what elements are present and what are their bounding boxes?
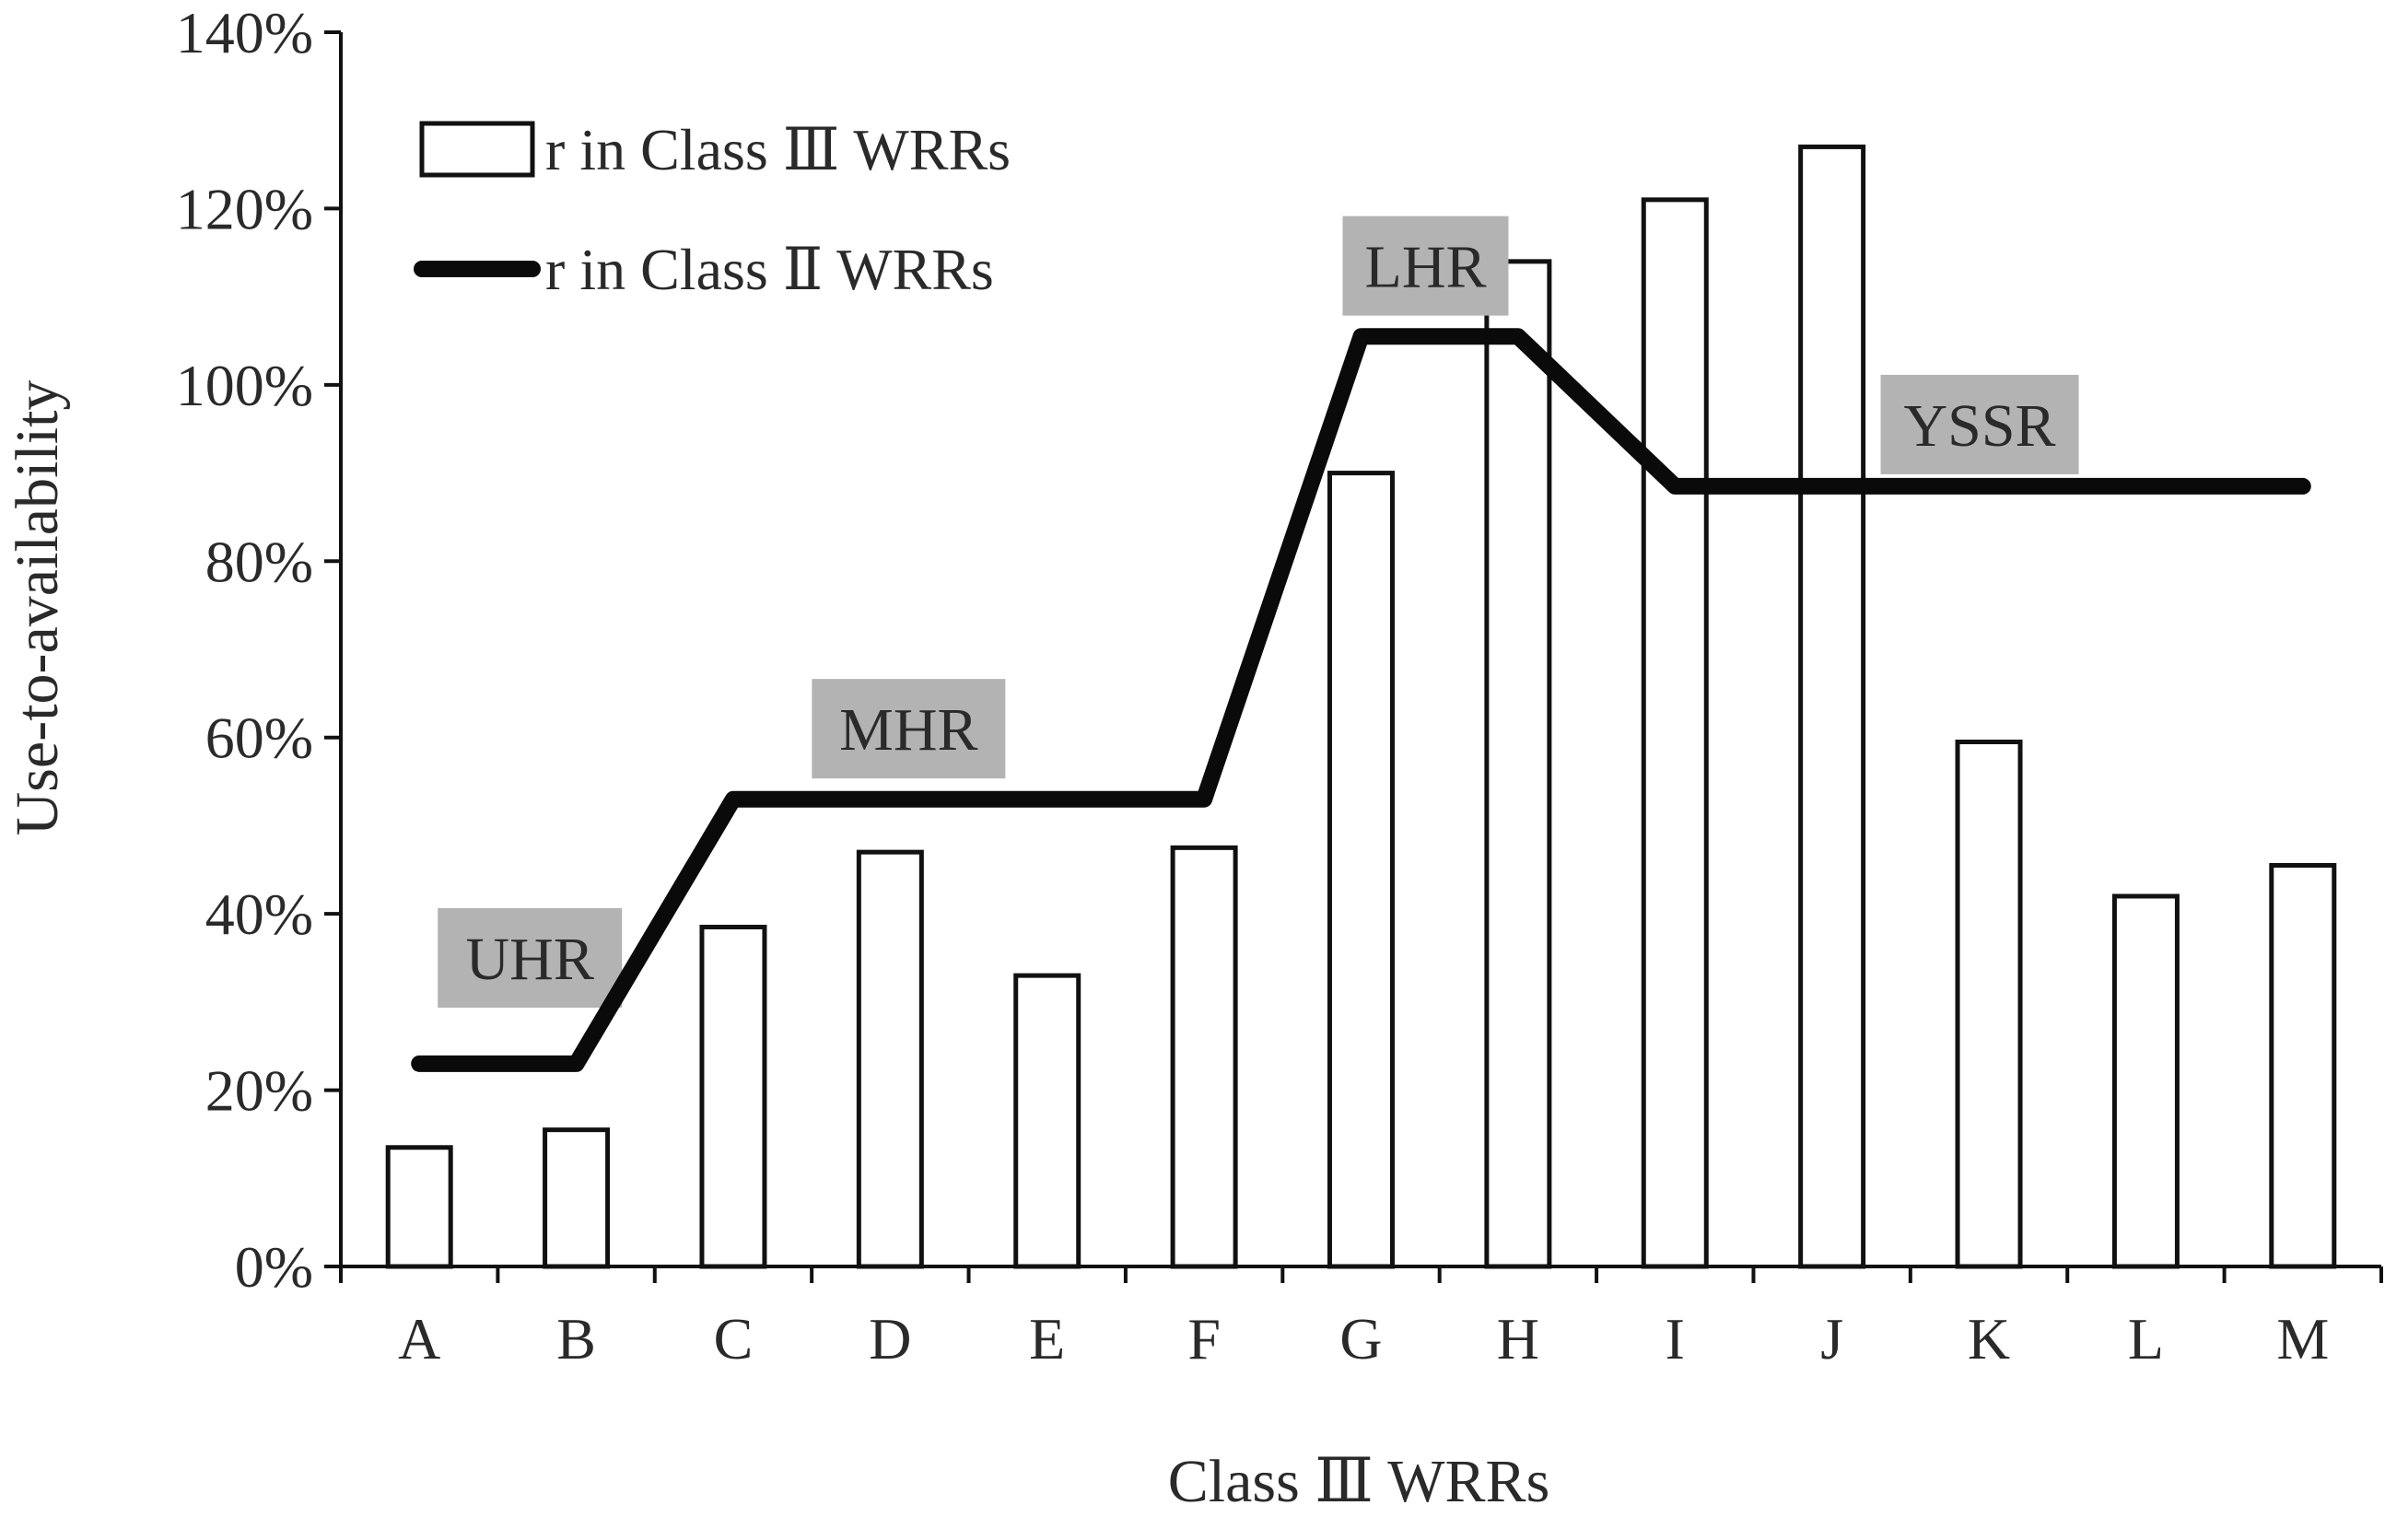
annotation-label-lhr: LHR bbox=[1365, 234, 1487, 301]
axes-layer bbox=[327, 32, 2381, 1268]
bar-H bbox=[1484, 259, 1552, 1269]
bar-E bbox=[1013, 973, 1081, 1269]
bar-J bbox=[1798, 144, 1866, 1269]
annotation-box-lhr bbox=[1342, 216, 1509, 316]
legend: r in Class Ⅲ WRRs r in Class Ⅱ WRRs bbox=[414, 117, 1011, 302]
annotation-lhr: LHR bbox=[1342, 216, 1509, 316]
y-tick-label: 140% bbox=[176, 0, 313, 65]
bar-L bbox=[2111, 893, 2180, 1269]
y-tick-label: 60% bbox=[205, 706, 313, 771]
annotation-box-uhr bbox=[438, 908, 623, 1008]
bar-I bbox=[1641, 197, 1709, 1269]
bar-D bbox=[856, 849, 924, 1269]
y-tick-label: 80% bbox=[205, 529, 313, 594]
annotation-label-mhr: MHR bbox=[839, 696, 977, 764]
x-tick-label: E bbox=[1029, 1306, 1065, 1371]
x-tick-label: K bbox=[1968, 1306, 2010, 1371]
legend-bar-swatch bbox=[419, 121, 535, 178]
y-tick-label: 100% bbox=[176, 353, 313, 418]
x-tick-label: B bbox=[556, 1306, 596, 1371]
x-tick-label: G bbox=[1339, 1306, 1382, 1371]
x-tick-label: F bbox=[1187, 1306, 1221, 1371]
x-tick-label: H bbox=[1497, 1306, 1539, 1371]
bar-C bbox=[699, 925, 767, 1269]
y-axis-title: Use-to-availability bbox=[4, 380, 71, 836]
legend-label-line: r in Class Ⅱ WRRs bbox=[545, 237, 994, 302]
series-line-class-ii bbox=[411, 328, 2311, 1072]
legend-label-bar: r in Class Ⅲ WRRs bbox=[545, 117, 1011, 182]
ticks-layer: 0% 20% 40% 60% 80% 100% 120% 140% A B C D E F G H I J K L M bbox=[176, 0, 2383, 1371]
x-tick-label: I bbox=[1666, 1306, 1685, 1371]
bar-A bbox=[385, 1145, 453, 1269]
x-tick-label: D bbox=[869, 1306, 911, 1371]
annotation-box-mhr bbox=[812, 679, 1006, 779]
x-tick-label: C bbox=[714, 1306, 754, 1371]
x-axis-title: Class Ⅲ WRRs bbox=[1168, 1448, 1550, 1512]
bar-K bbox=[1955, 740, 2023, 1269]
x-tick-label: M bbox=[2276, 1306, 2329, 1371]
annotation-label-uhr: UHR bbox=[466, 926, 594, 993]
y-tick-label: 20% bbox=[205, 1058, 313, 1124]
annotation-yssr: YSSR bbox=[1880, 374, 2079, 474]
x-tick-label: J bbox=[1820, 1306, 1843, 1371]
bar-B bbox=[543, 1127, 611, 1269]
x-tick-label: A bbox=[398, 1306, 440, 1371]
bar-F bbox=[1170, 845, 1238, 1269]
annotation-mhr: MHR bbox=[812, 679, 1006, 779]
annotation-label-yssr: YSSR bbox=[1903, 392, 2055, 460]
annotations-layer: UHR MHR LHR YSSR bbox=[438, 216, 2079, 1008]
annotation-uhr: UHR bbox=[438, 908, 623, 1008]
bar-M bbox=[2269, 863, 2337, 1269]
y-tick-label: 40% bbox=[205, 881, 313, 947]
bar-G bbox=[1327, 471, 1395, 1269]
y-tick-label: 120% bbox=[176, 176, 313, 241]
annotation-box-yssr bbox=[1880, 374, 2079, 474]
x-tick-label: L bbox=[2128, 1306, 2164, 1371]
y-tick-label: 0% bbox=[235, 1234, 313, 1300]
line-layer bbox=[411, 328, 2311, 1072]
